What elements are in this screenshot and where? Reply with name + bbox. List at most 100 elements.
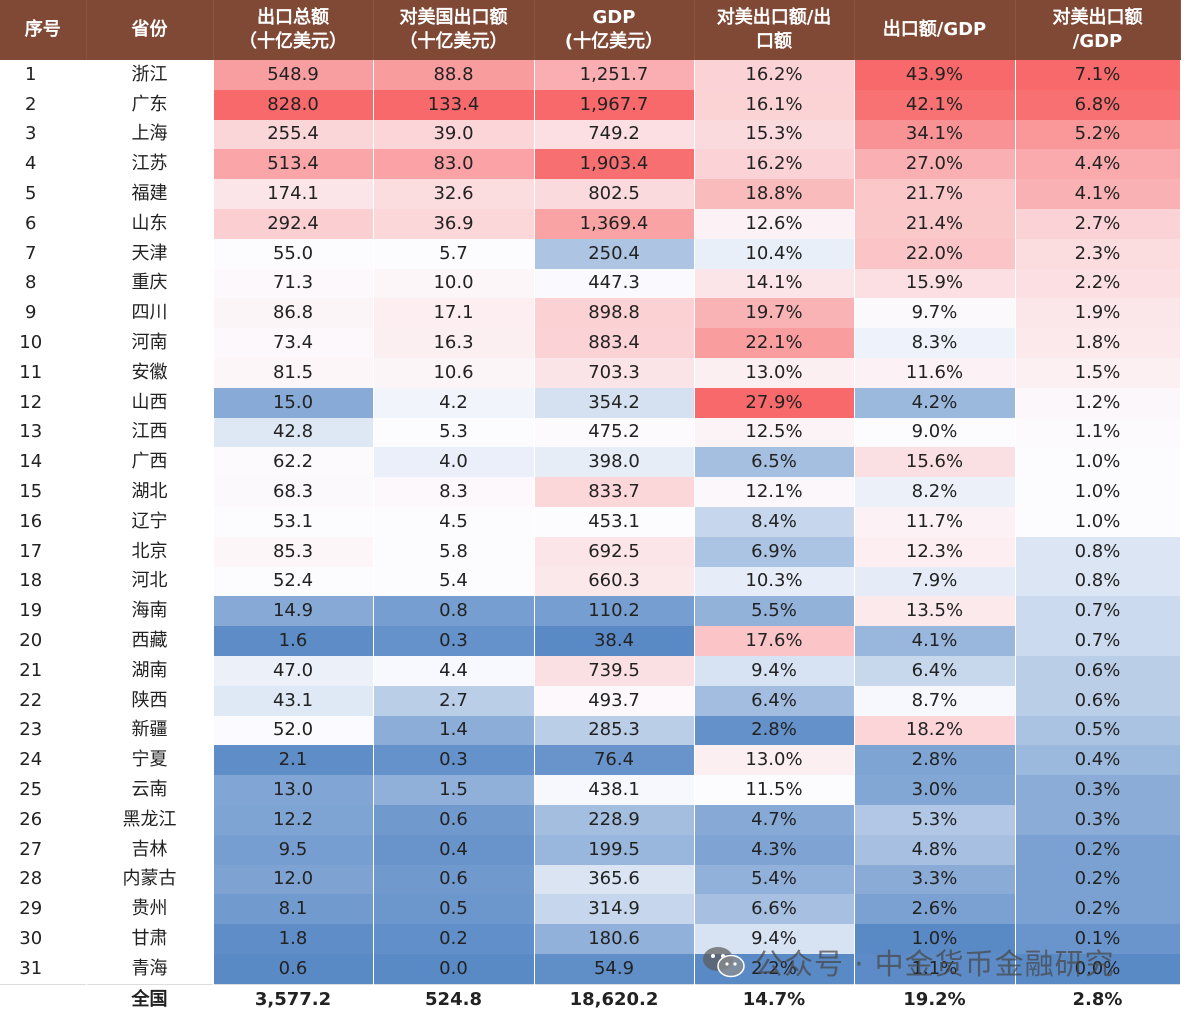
table-row: 21 湖南 47.0 4.4 739.5 9.4% 6.4% 0.6%	[0, 655, 1181, 686]
cell-us-exports: 10.0	[373, 268, 535, 299]
table-row: 3 上海 255.4 39.0 749.2 15.3% 34.1% 5.2%	[0, 119, 1181, 150]
cell-us-share-of-exports: 18.8%	[694, 179, 855, 209]
table-row: 2 广东 828.0 133.4 1,967.7 16.1% 42.1% 6.8%	[0, 89, 1181, 120]
cell-us-exports-to-gdp: 0.7%	[1015, 626, 1181, 656]
cell-rank: 12	[0, 387, 87, 418]
header-total-exports: 出口总额 （十亿美元）	[213, 0, 374, 60]
cell-us-exports: 0.5	[373, 894, 535, 925]
cell-rank: 16	[0, 506, 87, 537]
cell-us-share-of-exports: 4.7%	[694, 804, 855, 835]
cell-province: 西藏	[86, 626, 214, 656]
cell-total-exports: 86.8	[213, 298, 374, 329]
cell-rank: 8	[0, 268, 87, 299]
cell-exports-to-gdp: 4.8%	[854, 834, 1016, 865]
cell-us-share-of-exports: 6.9%	[694, 536, 855, 567]
cell-us-exports: 1.4	[373, 715, 535, 746]
cell-rank: 4	[0, 149, 87, 180]
cell-total-exports: 52.4	[213, 566, 374, 597]
cell-gdp: 660.3	[534, 566, 695, 597]
table-row: 12 山西 15.0 4.2 354.2 27.9% 4.2% 1.2%	[0, 387, 1181, 418]
header-exports-to-gdp: 出口额/GDP	[854, 0, 1016, 60]
cell-province: 北京	[86, 536, 214, 567]
cell-us-exports: 32.6	[373, 179, 535, 209]
cell-rank: 13	[0, 417, 87, 448]
cell-us-share-of-exports: 2.8%	[694, 715, 855, 746]
cell-us-share-of-exports: 2.2%	[694, 953, 855, 985]
cell-exports-to-gdp: 22.0%	[854, 238, 1016, 269]
cell-us-exports: 1.5	[373, 775, 535, 805]
cell-exports-to-gdp: 8.7%	[854, 685, 1016, 716]
cell-rank: 22	[0, 685, 87, 716]
cell-total-exports: 1.8	[213, 924, 374, 954]
cell-rank: 20	[0, 626, 87, 656]
total-row: 全国 3,577.2 524.8 18,620.2 14.7% 19.2% 2.8%	[0, 983, 1181, 1015]
table-row: 1 浙江 548.9 88.8 1,251.7 16.2% 43.9% 7.1%	[0, 60, 1181, 90]
cell-total-exports: 1.6	[213, 626, 374, 656]
cell-us-exports: 39.0	[373, 119, 535, 150]
cell-us-exports: 0.4	[373, 834, 535, 865]
cell-province: 天津	[86, 238, 214, 269]
table-row: 19 海南 14.9 0.8 110.2 5.5% 13.5% 0.7%	[0, 596, 1181, 627]
cell-total-exports: 2.1	[213, 745, 374, 776]
cell-exports-to-gdp: 43.9%	[854, 60, 1016, 90]
cell-us-exports-to-gdp: 2.7%	[1015, 208, 1181, 239]
cell-exports-to-gdp: 4.2%	[854, 387, 1016, 418]
cell-province: 海南	[86, 596, 214, 627]
total-us-exports: 524.8	[373, 983, 535, 1015]
cell-total-exports: 42.8	[213, 417, 374, 448]
cell-province: 河南	[86, 328, 214, 358]
cell-exports-to-gdp: 34.1%	[854, 119, 1016, 150]
cell-gdp: 475.2	[534, 417, 695, 448]
cell-gdp: 398.0	[534, 447, 695, 478]
total-gdp: 18,620.2	[534, 983, 695, 1015]
cell-us-share-of-exports: 16.2%	[694, 60, 855, 90]
cell-exports-to-gdp: 15.9%	[854, 268, 1016, 299]
table-row: 28 内蒙古 12.0 0.6 365.6 5.4% 3.3% 0.2%	[0, 864, 1181, 895]
cell-us-exports-to-gdp: 0.8%	[1015, 566, 1181, 597]
cell-rank: 1	[0, 60, 87, 90]
cell-total-exports: 12.0	[213, 864, 374, 895]
cell-us-share-of-exports: 5.4%	[694, 864, 855, 895]
cell-us-exports-to-gdp: 0.0%	[1015, 953, 1181, 985]
cell-us-share-of-exports: 9.4%	[694, 655, 855, 686]
table-row: 14 广西 62.2 4.0 398.0 6.5% 15.6% 1.0%	[0, 447, 1181, 478]
cell-us-share-of-exports: 11.5%	[694, 775, 855, 805]
cell-exports-to-gdp: 11.6%	[854, 357, 1016, 388]
cell-exports-to-gdp: 9.7%	[854, 298, 1016, 329]
cell-gdp: 199.5	[534, 834, 695, 865]
cell-us-exports-to-gdp: 1.5%	[1015, 357, 1181, 388]
cell-gdp: 354.2	[534, 387, 695, 418]
cell-us-exports-to-gdp: 0.5%	[1015, 715, 1181, 746]
cell-province: 云南	[86, 775, 214, 805]
cell-province: 新疆	[86, 715, 214, 746]
cell-gdp: 1,369.4	[534, 208, 695, 239]
table-row: 8 重庆 71.3 10.0 447.3 14.1% 15.9% 2.2%	[0, 268, 1181, 299]
header-row: 序号 省份 出口总额 （十亿美元） 对美国出口额 （十亿美元） GDP (十亿美…	[0, 0, 1181, 60]
cell-rank: 26	[0, 804, 87, 835]
cell-gdp: 493.7	[534, 685, 695, 716]
cell-rank: 6	[0, 208, 87, 239]
cell-us-share-of-exports: 5.5%	[694, 596, 855, 627]
cell-us-share-of-exports: 6.4%	[694, 685, 855, 716]
cell-gdp: 110.2	[534, 596, 695, 627]
cell-exports-to-gdp: 8.3%	[854, 328, 1016, 358]
cell-us-exports: 5.3	[373, 417, 535, 448]
cell-us-exports: 0.6	[373, 864, 535, 895]
cell-us-share-of-exports: 16.2%	[694, 149, 855, 180]
cell-gdp: 180.6	[534, 924, 695, 954]
cell-us-exports: 4.4	[373, 655, 535, 686]
cell-exports-to-gdp: 6.4%	[854, 655, 1016, 686]
cell-us-exports-to-gdp: 2.2%	[1015, 268, 1181, 299]
cell-total-exports: 43.1	[213, 685, 374, 716]
cell-rank: 27	[0, 834, 87, 865]
cell-province: 山东	[86, 208, 214, 239]
table-row: 9 四川 86.8 17.1 898.8 19.7% 9.7% 1.9%	[0, 298, 1181, 329]
cell-province: 河北	[86, 566, 214, 597]
cell-us-exports: 4.5	[373, 506, 535, 537]
cell-exports-to-gdp: 27.0%	[854, 149, 1016, 180]
cell-gdp: 883.4	[534, 328, 695, 358]
cell-exports-to-gdp: 1.1%	[854, 953, 1016, 985]
cell-us-exports-to-gdp: 1.9%	[1015, 298, 1181, 329]
cell-rank: 2	[0, 89, 87, 120]
table-row: 26 黑龙江 12.2 0.6 228.9 4.7% 5.3% 0.3%	[0, 804, 1181, 835]
